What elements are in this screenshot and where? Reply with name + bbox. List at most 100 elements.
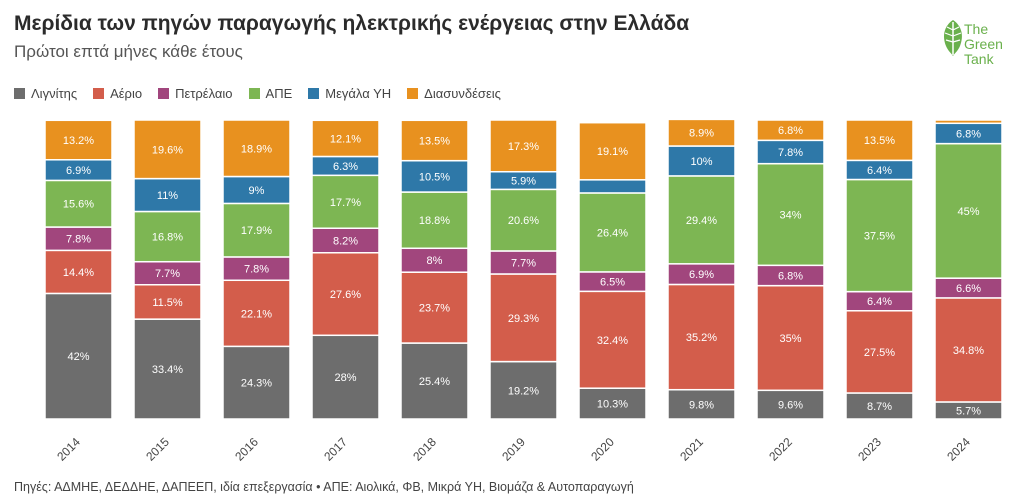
data-label: 6.6% [956, 283, 981, 295]
data-label: 12.1% [330, 133, 361, 145]
legend-label: Διασυνδέσεις [424, 86, 501, 101]
data-label: 6.8% [956, 128, 981, 140]
bar-segment [578, 121, 647, 181]
x-tick-label: 2019 [499, 435, 528, 464]
legend: Λιγνίτης Αέριο Πετρέλαιο ΑΠΕ Μεγάλα ΥΗ Διασυν… [14, 86, 501, 101]
x-tick-label: 2024 [944, 435, 973, 464]
bar-segment [845, 178, 914, 293]
data-label: 19.6% [152, 144, 183, 156]
data-label: 7.8% [244, 264, 269, 276]
bar-segment [133, 283, 202, 320]
data-label: 17.3% [508, 141, 539, 153]
bar-segment [400, 119, 469, 162]
legend-swatch [93, 88, 105, 99]
legend-label: ΑΠΕ [265, 86, 293, 101]
x-tick-label: 2023 [855, 435, 884, 464]
data-label: 27.6% [330, 289, 361, 301]
bar-segment [400, 159, 469, 193]
x-tick-label: 2020 [588, 435, 617, 464]
data-label: 29.3% [508, 313, 539, 325]
data-label: 22.1% [241, 308, 272, 320]
data-label: 29.4% [686, 215, 717, 227]
legend-label: Μεγάλα ΥΗ [325, 86, 392, 101]
data-label: 14.4% [63, 267, 94, 279]
bar-segment [400, 342, 469, 420]
legend-item: Διασυνδέσεις [407, 86, 501, 101]
data-label: 13.2% [63, 135, 94, 147]
bar-segment [222, 202, 291, 258]
data-label: 6.3% [333, 161, 358, 173]
data-label: 6.8% [778, 125, 803, 137]
legend-item: ΑΠΕ [248, 86, 293, 101]
stacked-bar-chart: 42% 14.4% 7.8% 15.6% 6.9% 13.2% 2014 33.4% 11.5%… [44, 118, 1003, 464]
data-label: 5.7% [956, 405, 981, 417]
legend-swatch [248, 88, 260, 99]
data-label: 7.7% [155, 268, 180, 280]
data-label: 25.4% [419, 376, 450, 388]
bar-segment [400, 191, 469, 250]
logo-text-line1: The [964, 21, 989, 37]
bar-segment [222, 345, 291, 420]
bar-segment [667, 145, 736, 177]
bar-segment [489, 119, 558, 173]
data-label: 19.1% [597, 146, 628, 158]
data-label: 32.4% [597, 335, 628, 347]
data-label: 9% [249, 185, 265, 197]
data-label: 16.8% [152, 232, 183, 244]
bar-segment [756, 284, 825, 392]
data-label: 24.3% [241, 378, 272, 390]
legend-item: Αέριο [93, 86, 142, 101]
legend-item: Πετρέλαιο [158, 86, 233, 101]
bar-segment [934, 297, 1003, 403]
data-label: 9.6% [778, 400, 803, 412]
data-label: 35% [779, 333, 801, 345]
bar-segment [667, 118, 736, 147]
data-label: 8.2% [333, 235, 358, 247]
logo-text-line3: Tank [964, 51, 994, 67]
legend-item: Μεγάλα ΥΗ [308, 86, 391, 101]
data-label: 8.7% [867, 401, 892, 413]
legend-item: Λιγνίτης [14, 86, 77, 101]
data-label: 10.3% [597, 399, 628, 411]
data-label: 45% [957, 206, 979, 218]
data-label: 5.9% [511, 176, 536, 188]
data-label: 18.9% [241, 143, 272, 155]
bar-segment [311, 174, 380, 229]
bar-segment [845, 119, 914, 162]
legend-label: Αέριο [110, 86, 143, 101]
data-label: 18.8% [419, 215, 450, 227]
bar-segment [311, 119, 380, 158]
x-tick-label: 2016 [232, 435, 261, 464]
x-tick-label: 2015 [143, 435, 172, 464]
data-label: 37.5% [864, 231, 895, 243]
x-tick-label: 2021 [677, 435, 706, 464]
data-label: 17.7% [330, 197, 361, 209]
x-tick-label: 2018 [410, 435, 439, 464]
bar-segment [756, 162, 825, 267]
data-label: 34.8% [953, 345, 984, 357]
bar-segment [311, 252, 380, 337]
data-label: 10% [690, 156, 712, 168]
data-label: 11.5% [152, 297, 183, 309]
data-label: 15.6% [63, 199, 94, 211]
bar-segment [400, 271, 469, 344]
data-label: 9.8% [689, 399, 714, 411]
data-label: 6.4% [867, 165, 892, 177]
data-label: 34% [779, 209, 801, 221]
data-label: 7.7% [511, 257, 536, 269]
leaf-icon [944, 20, 962, 56]
legend-swatch [407, 88, 419, 99]
data-label: 13.5% [419, 135, 450, 147]
legend-label: Πετρέλαιο [175, 86, 233, 101]
source-note: Πηγές: ΑΔΜΗΕ, ΔΕΔΔΗΕ, ΔΑΠΕΕΠ, ιδία επεξε… [14, 480, 634, 494]
bar-segment [578, 387, 647, 420]
bar-segment [44, 292, 113, 420]
data-label: 28% [334, 372, 356, 384]
chart-title: Μερίδια των πηγών παραγωγής ηλεκτρικής ε… [14, 12, 690, 35]
bar-segment [489, 360, 558, 420]
data-label: 27.5% [864, 347, 895, 359]
bar-segment [578, 290, 647, 389]
bar-segment [133, 318, 202, 420]
bar-segment [667, 283, 736, 391]
bar-segment [756, 389, 825, 420]
